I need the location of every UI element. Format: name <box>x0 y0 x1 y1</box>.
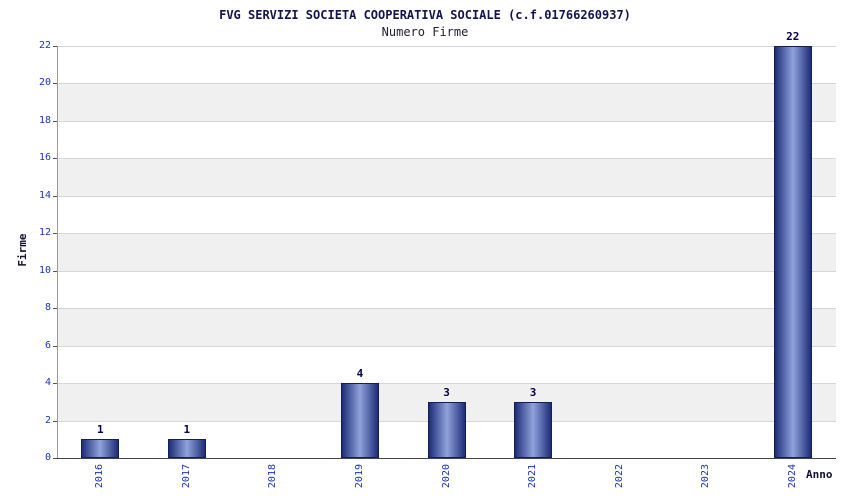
grid-line <box>57 195 836 197</box>
grid-line <box>57 233 836 235</box>
grid-line <box>57 158 836 160</box>
y-tick-mark <box>53 458 57 459</box>
y-tick-mark <box>53 46 57 47</box>
y-tick-mark <box>53 308 57 310</box>
grid-line <box>57 83 836 85</box>
bar <box>773 46 812 458</box>
bar-value-label: 3 <box>443 385 450 399</box>
x-tick-label: 2016 <box>94 464 106 489</box>
y-axis-line <box>57 46 58 458</box>
y-tick-mark <box>53 270 57 272</box>
grid-line <box>57 46 836 47</box>
grid-line <box>57 308 836 310</box>
grid-line <box>57 345 836 347</box>
grid-band <box>57 158 836 196</box>
x-tick-label: 2021 <box>527 464 539 489</box>
bar-value-label: 22 <box>786 30 800 43</box>
y-tick-label: 10 <box>38 264 51 276</box>
grid-band <box>57 346 836 383</box>
x-tick-label: 2023 <box>700 464 712 489</box>
bar-value-label: 4 <box>356 367 364 381</box>
y-tick-mark <box>53 158 57 160</box>
grid-line <box>57 120 836 122</box>
grid-line <box>57 383 836 385</box>
grid-band <box>57 196 836 233</box>
y-tick-label: 4 <box>44 377 51 389</box>
bar <box>427 401 466 458</box>
bar-value-label: 1 <box>183 423 191 437</box>
y-tick-mark <box>53 233 57 235</box>
y-tick-label: 18 <box>38 114 51 126</box>
grid-band <box>57 46 836 83</box>
x-tick-label: 2020 <box>440 464 452 489</box>
y-tick-label: 14 <box>38 189 51 201</box>
y-tick-label: 22 <box>38 40 51 51</box>
y-tick-mark <box>53 420 57 422</box>
grid-band <box>57 233 836 271</box>
grid-band <box>57 271 836 308</box>
y-tick-label: 12 <box>38 227 51 239</box>
y-tick-label: 16 <box>38 152 51 164</box>
y-tick-label: 6 <box>44 339 51 351</box>
x-tick-label: 2019 <box>353 464 365 489</box>
bar <box>81 439 120 458</box>
y-tick-mark <box>53 195 57 197</box>
y-tick-label: 20 <box>38 77 51 89</box>
bar <box>514 401 553 458</box>
y-tick-mark <box>53 120 57 122</box>
chart-title: FVG SERVIZI SOCIETA COOPERATIVA SOCIALE … <box>219 8 631 22</box>
y-tick-mark <box>53 83 57 85</box>
x-tick-label: 2022 <box>613 464 625 489</box>
y-tick-mark <box>53 383 57 385</box>
x-tick-label: 2017 <box>180 464 192 489</box>
bar <box>167 439 206 458</box>
x-axis-line <box>57 458 836 459</box>
chart-subtitle: Numero Firme <box>381 25 469 39</box>
bar-value-label: 3 <box>529 385 537 399</box>
grid-band <box>57 83 836 121</box>
y-tick-label: 0 <box>44 452 51 463</box>
grid-band <box>57 308 836 346</box>
grid-band <box>57 121 836 158</box>
bar <box>340 383 379 458</box>
y-tick-label: 2 <box>44 414 51 426</box>
y-tick-label: 8 <box>44 302 51 314</box>
bar-value-label: 1 <box>96 423 104 437</box>
grid-line <box>57 270 836 272</box>
y-tick-mark <box>53 345 57 347</box>
x-axis-title: Anno <box>806 468 833 481</box>
x-tick-label: 2024 <box>786 464 798 489</box>
x-tick-label: 2018 <box>267 464 279 489</box>
